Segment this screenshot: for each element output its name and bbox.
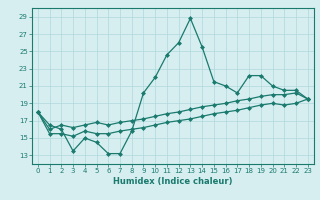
- X-axis label: Humidex (Indice chaleur): Humidex (Indice chaleur): [113, 177, 233, 186]
